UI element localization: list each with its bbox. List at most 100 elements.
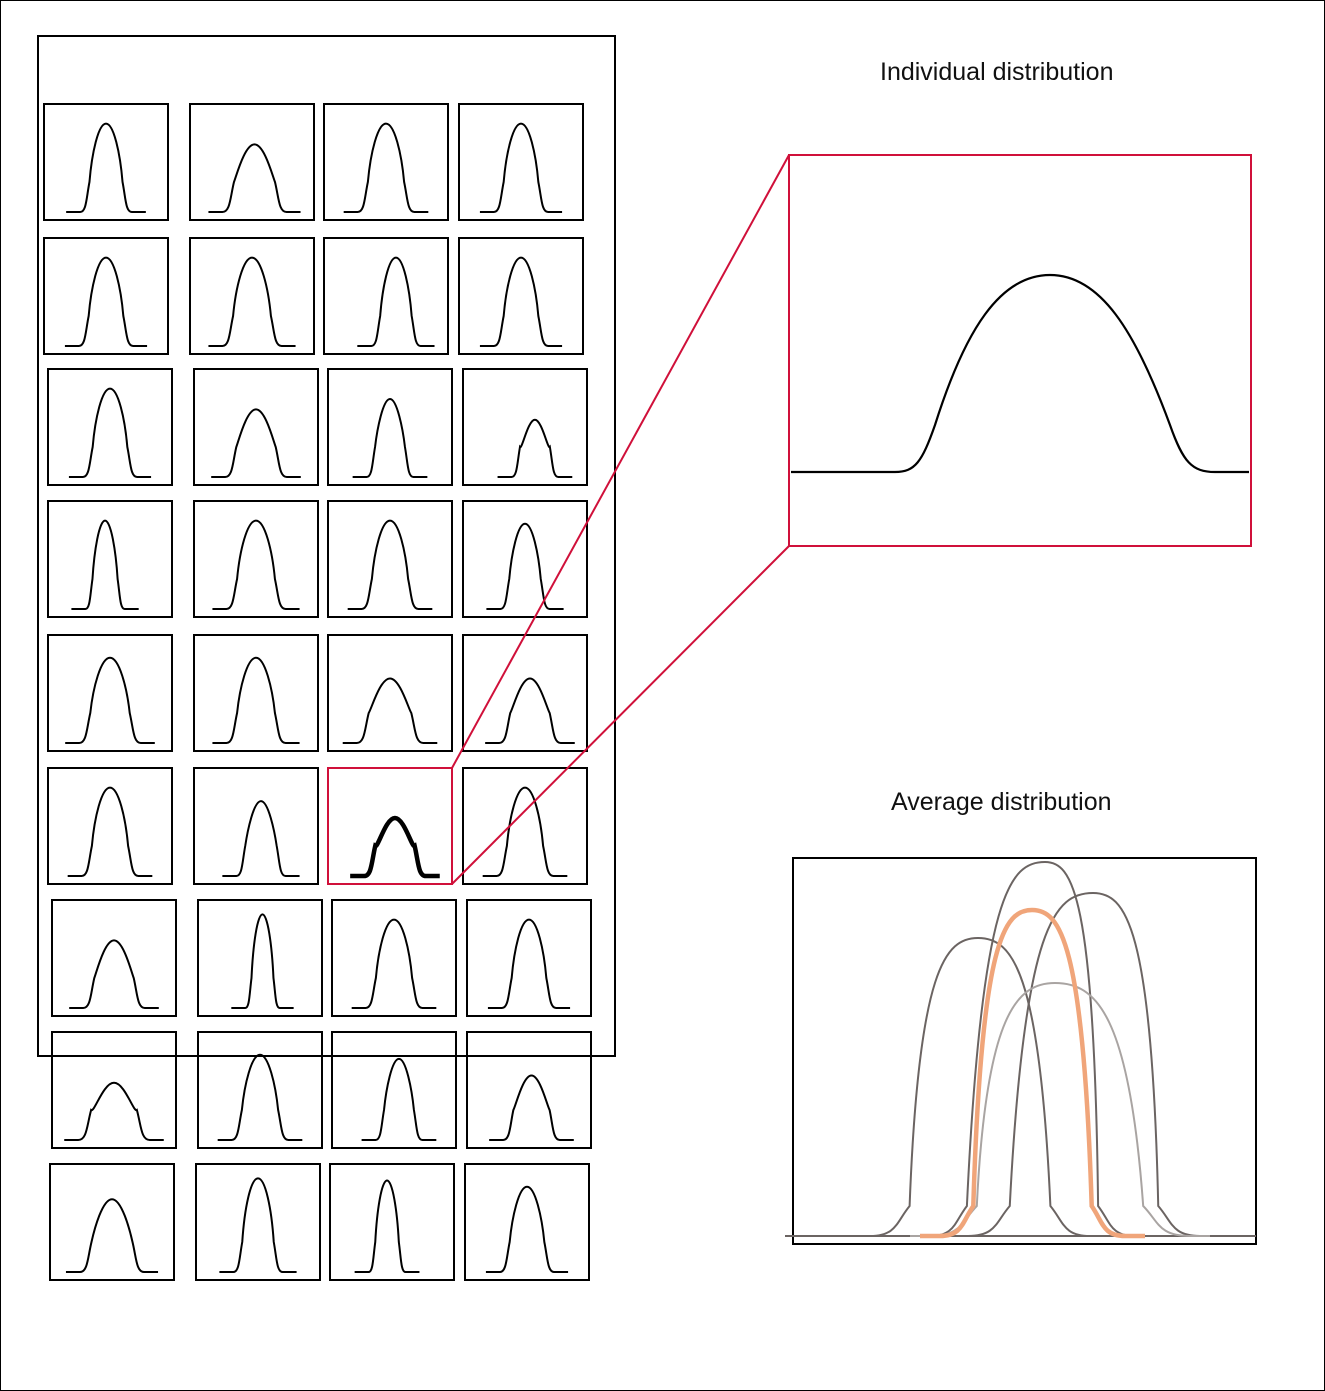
distribution-curve [479,122,563,213]
distribution-curve [64,256,148,347]
cell-border [466,899,592,1017]
distribution-curve [65,656,155,744]
distribution-cell [458,237,584,355]
individual-distribution-panel [788,154,1252,547]
cell-border [327,634,453,752]
distribution-curve [482,786,568,877]
distribution-cell [327,500,453,618]
distribution-grid [37,35,616,1281]
distribution-curve [351,918,437,1009]
average-distribution-title: Average distribution [891,788,1112,816]
distribution-cell [195,1163,321,1281]
cell-border [193,500,319,618]
highlighted-distribution-cell [327,767,453,885]
distribution-curve [211,408,301,478]
zoom-connector-bottom [451,545,790,885]
distribution-curve [361,1057,437,1141]
distribution-cell [43,103,169,221]
distribution-curve [66,122,146,213]
cell-border [462,767,588,885]
distribution-curve [212,656,300,744]
distribution-cell [462,767,588,885]
cell-border [47,500,173,618]
zoom-connector-top [451,154,790,769]
distribution-cell [466,899,592,1017]
cell-border [329,1163,455,1281]
distribution-curve [343,122,429,213]
distribution-curve [485,1185,569,1273]
distribution-curve [354,1179,420,1273]
cell-border [47,634,173,752]
cell-border [43,103,169,221]
distribution-curve [352,397,428,478]
distribution-curve [357,256,435,347]
distribution-cell [47,634,173,752]
cell-border [458,103,584,221]
average-individual-curve [910,860,1155,1237]
distribution-curve [342,677,438,744]
distribution-cell [47,500,173,618]
cell-border [51,1031,177,1149]
distribution-curve [489,1074,574,1141]
distribution-cell [47,767,173,885]
distribution-cell [327,634,453,752]
individual-distribution-title: Individual distribution [880,58,1114,86]
grid-outer-panel [37,35,616,1057]
distribution-curve [350,815,440,879]
distribution-cell [331,1031,457,1149]
distribution-cell [462,500,588,618]
distribution-curve [347,519,433,610]
distribution-cell [193,500,319,618]
distribution-curve [479,256,563,347]
cell-border [323,237,449,355]
cell-border [51,899,177,1017]
cell-border [193,767,319,885]
distribution-curve [71,519,139,610]
cell-border [47,767,173,885]
cell-border [458,237,584,355]
distribution-cell [193,767,319,885]
individual-distribution-curve [791,273,1249,474]
distribution-cell [47,368,173,486]
cell-border [189,103,315,221]
cell-border [462,368,588,486]
distribution-curve [208,256,296,347]
distribution-curve [486,522,564,610]
average-individual-curve [850,936,1110,1237]
average-distribution-panel [785,857,1257,1245]
distribution-cell [331,899,457,1017]
distribution-cell [189,237,315,355]
distribution-cell [458,103,584,221]
cell-border [47,368,173,486]
distribution-cell [51,899,177,1017]
zoom-connectors [451,154,790,885]
distribution-curve [67,786,153,877]
cell-border [189,237,315,355]
cell-border [197,899,323,1017]
individual-panel-border [788,154,1252,547]
distribution-curve [231,913,294,1009]
distribution-cell [327,368,453,486]
distribution-curve [64,1081,164,1141]
average-panel-border [792,857,1257,1245]
distribution-cell [323,103,449,221]
distribution-cell [193,368,319,486]
cell-border [193,634,319,752]
distribution-cell [462,368,588,486]
cell-border [49,1163,175,1281]
distribution-cell [466,1031,592,1149]
cell-border [331,1031,457,1149]
distribution-curve [487,918,571,1009]
cell-border [327,368,453,486]
cell-border [197,1031,323,1149]
cell-border [466,1031,592,1149]
cell-border [195,1163,321,1281]
average-individual-curve [910,981,1210,1237]
distribution-cell [43,237,169,355]
cell-border [462,634,588,752]
distribution-curve [65,1198,159,1273]
average-mean-curve [920,907,1145,1239]
cell-border [327,767,453,885]
distribution-curve [222,800,300,877]
distribution-curve [485,677,575,744]
